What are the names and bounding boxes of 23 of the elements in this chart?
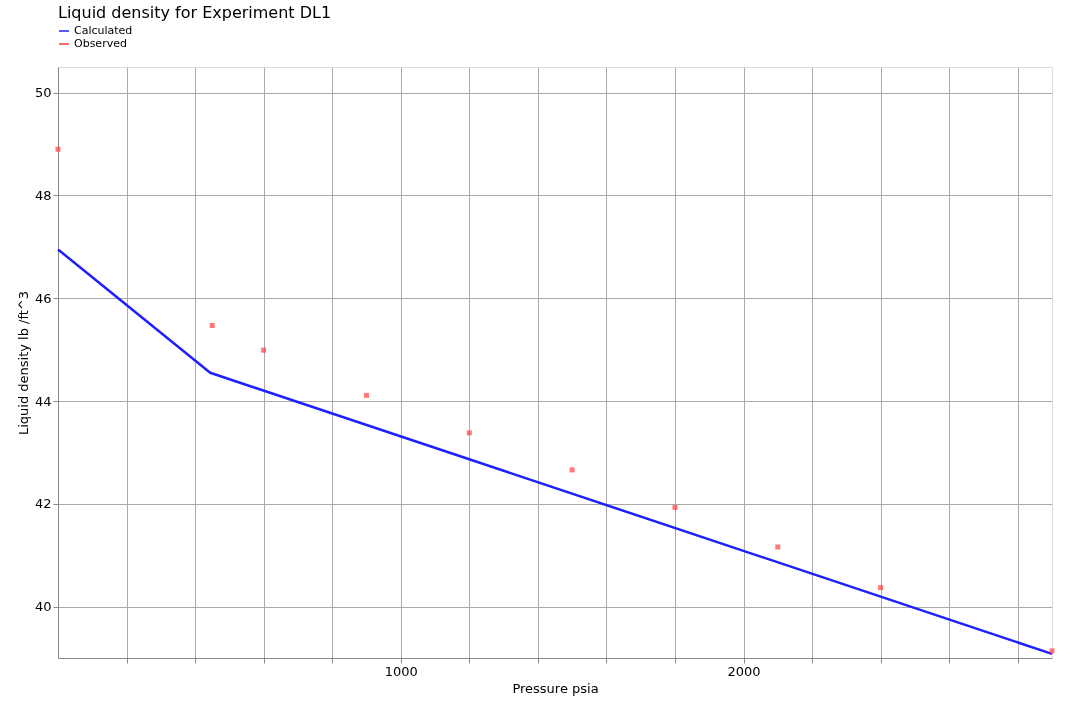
y-tick-label: 44 [34,393,52,409]
legend-label: Observed [74,37,127,50]
y-tick-label: 46 [34,290,52,306]
point [261,347,267,353]
y-tick-label: 42 [34,496,52,512]
x-axis-title: Pressure psia [512,680,599,696]
point [363,392,369,398]
legend-label: Calculated [74,24,133,37]
point [569,467,575,473]
point [55,146,61,152]
point [1049,648,1055,654]
x-tick-label: 1000 [384,663,418,679]
point [672,504,678,510]
point [878,585,884,591]
point [775,544,781,550]
y-axis-title: Liquid density lb /ft^3 [15,290,31,436]
x-tick-label: 2000 [727,663,761,679]
point [209,323,215,328]
y-tick-label: 50 [34,85,52,101]
chart-title: Liquid density for Experiment DL1 [58,3,332,22]
point [466,430,472,436]
y-tick-label: 48 [34,187,52,203]
y-tick-label: 40 [34,599,52,615]
